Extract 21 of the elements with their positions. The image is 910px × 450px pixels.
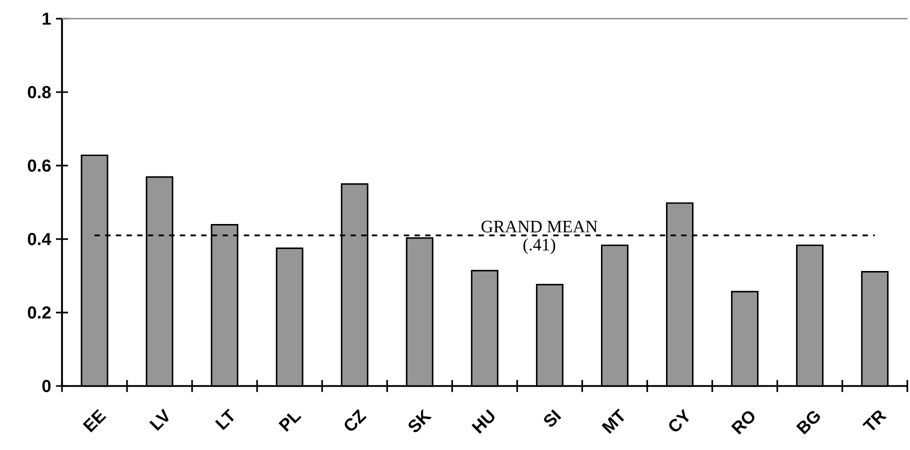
y-tick-label: 0 — [42, 380, 51, 392]
y-tick-label: 0.2 — [28, 306, 51, 319]
y-tick-label: 0.8 — [28, 86, 51, 98]
x-tick-label: BG — [796, 411, 820, 435]
x-tick-label: LV — [149, 408, 169, 431]
x-tick-label: CZ — [344, 409, 367, 431]
x-tick-label: HU — [472, 409, 494, 434]
x-tick-label: SK — [408, 408, 432, 432]
x-tick-label: CY — [669, 408, 689, 432]
x-tick-label: RO — [731, 411, 754, 435]
x-tick-label: TR — [862, 410, 887, 430]
ref-line-label: GRAND MEAN — [482, 220, 598, 232]
x-tick-label: PL — [278, 413, 302, 432]
x-tick-label: LT — [215, 408, 234, 430]
y-tick-label: 1 — [42, 12, 51, 25]
y-tick-label: 0.6 — [28, 159, 51, 172]
x-tick-label: MT — [602, 408, 624, 434]
y-tick-label: 0.4 — [28, 232, 52, 246]
x-tick-label: SI — [544, 409, 562, 427]
annotation: (.41) — [523, 238, 556, 254]
x-tick-label: EE — [82, 409, 106, 432]
